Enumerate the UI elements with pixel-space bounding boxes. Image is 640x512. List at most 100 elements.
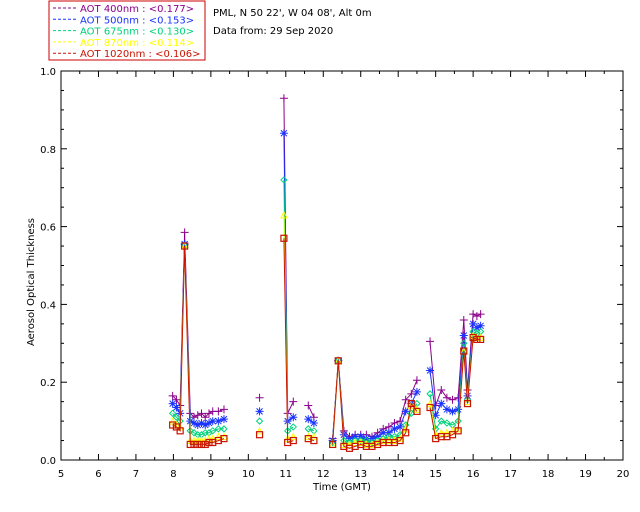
data-point-triangle <box>437 428 446 437</box>
data-point-triangle <box>351 438 359 446</box>
data-point-diamond <box>214 425 223 433</box>
data-point-asterisk <box>472 323 481 332</box>
data-point-asterisk <box>204 419 213 428</box>
series <box>168 210 485 448</box>
legend-entry: AOT 400nm : <0.177> <box>80 4 194 15</box>
x-tick-label: 11 <box>279 469 292 480</box>
x-tick-label: 9 <box>208 469 214 480</box>
data-point-asterisk <box>442 405 451 414</box>
data-point-diamond <box>379 434 387 443</box>
data-point-diamond <box>373 436 382 445</box>
data-point-asterisk <box>373 432 382 441</box>
x-tick-label: 5 <box>58 469 64 480</box>
data-point-triangle <box>443 428 451 437</box>
y-tick-label: 0.0 <box>40 456 56 467</box>
data-point-triangle <box>476 333 485 341</box>
data-point-square <box>289 436 297 445</box>
data-point-triangle <box>448 426 457 435</box>
x-tick-label: 17 <box>504 469 517 480</box>
x-tick-label: 19 <box>579 469 592 480</box>
data-point-asterisk <box>208 417 217 426</box>
x-tick-label: 16 <box>467 469 480 480</box>
data-point-asterisk <box>367 434 376 443</box>
data-point-plus <box>304 401 313 410</box>
data-point-triangle <box>310 432 318 441</box>
data-point-triangle <box>463 397 472 406</box>
data-point-triangle <box>362 440 371 448</box>
data-point-asterisk <box>401 407 410 416</box>
data-point-diamond <box>190 429 198 437</box>
date-label: Data from: 29 Sep 2020 <box>213 26 333 37</box>
x-tick-label: 12 <box>317 469 330 480</box>
data-point-square <box>454 427 462 435</box>
data-point-asterisk <box>168 399 177 408</box>
data-point-square <box>172 423 180 431</box>
data-point-asterisk <box>379 428 388 437</box>
x-tick-label: 15 <box>429 469 442 480</box>
data-point-diamond <box>209 427 217 435</box>
data-point-square <box>334 357 342 365</box>
data-point-square <box>477 335 485 344</box>
data-point-diamond <box>437 417 445 425</box>
x-tick-label: 10 <box>242 469 255 480</box>
site-label: PML, N 50 22', W 04 08', Alt 0m <box>213 8 372 19</box>
series-line <box>429 334 481 436</box>
legend-mean-value: <0.106> <box>155 49 200 60</box>
x-tick-label: 8 <box>170 469 176 480</box>
data-point-triangle <box>168 416 177 425</box>
data-point-asterisk <box>219 415 228 424</box>
data-point-plus <box>472 312 481 321</box>
data-point-diamond <box>168 409 177 418</box>
data-point-triangle <box>214 432 223 441</box>
data-point-square <box>280 234 288 242</box>
data-point-triangle <box>473 333 481 341</box>
data-point-square <box>181 242 189 250</box>
data-point-square <box>473 335 481 344</box>
data-point-triangle <box>193 436 202 445</box>
data-point-asterisk <box>412 387 421 396</box>
data-point-asterisk <box>255 407 264 416</box>
data-point-asterisk <box>362 434 371 443</box>
data-point-triangle <box>205 434 213 443</box>
data-point-square <box>186 440 194 449</box>
x-tick-label: 14 <box>392 469 405 480</box>
data-point-asterisk <box>345 434 354 443</box>
series <box>168 94 485 443</box>
data-point-triangle <box>454 424 462 433</box>
legend-mean-value: <0.153> <box>149 15 194 26</box>
data-point-plus <box>412 376 421 385</box>
data-point-plus <box>289 397 298 406</box>
x-tick-label: 20 <box>617 469 630 480</box>
data-point-asterisk <box>390 424 399 433</box>
data-point-asterisk <box>448 407 457 416</box>
data-point-asterisk <box>351 432 360 441</box>
series-line <box>283 238 294 444</box>
data-point-asterisk <box>356 432 365 441</box>
data-point-square <box>396 436 404 445</box>
data-point-square <box>310 436 318 445</box>
series <box>168 129 485 445</box>
data-point-plus <box>168 391 177 400</box>
data-point-asterisk <box>431 411 440 420</box>
data-point-square <box>469 333 477 342</box>
data-point-asterisk <box>304 415 313 424</box>
data-point-asterisk <box>459 331 468 340</box>
data-point-asterisk <box>476 321 485 330</box>
legend: AOT 400nm : <0.177>AOT 500nm : <0.153>AO… <box>48 0 206 61</box>
data-point-plus <box>219 405 228 414</box>
data-point-diamond <box>304 425 312 433</box>
data-point-square <box>220 435 228 443</box>
data-point-diamond <box>460 339 468 348</box>
data-point-square <box>201 440 209 449</box>
series-line <box>307 405 315 418</box>
data-point-square <box>190 440 198 449</box>
data-point-triangle <box>356 438 365 446</box>
data-point-plus <box>193 411 202 420</box>
y-tick-label: 0.8 <box>40 145 56 156</box>
series-line <box>308 428 315 432</box>
x-tick-label: 13 <box>354 469 367 480</box>
data-point-square <box>169 421 177 429</box>
data-point-asterisk <box>214 417 223 426</box>
x-tick-label: 18 <box>542 469 555 480</box>
